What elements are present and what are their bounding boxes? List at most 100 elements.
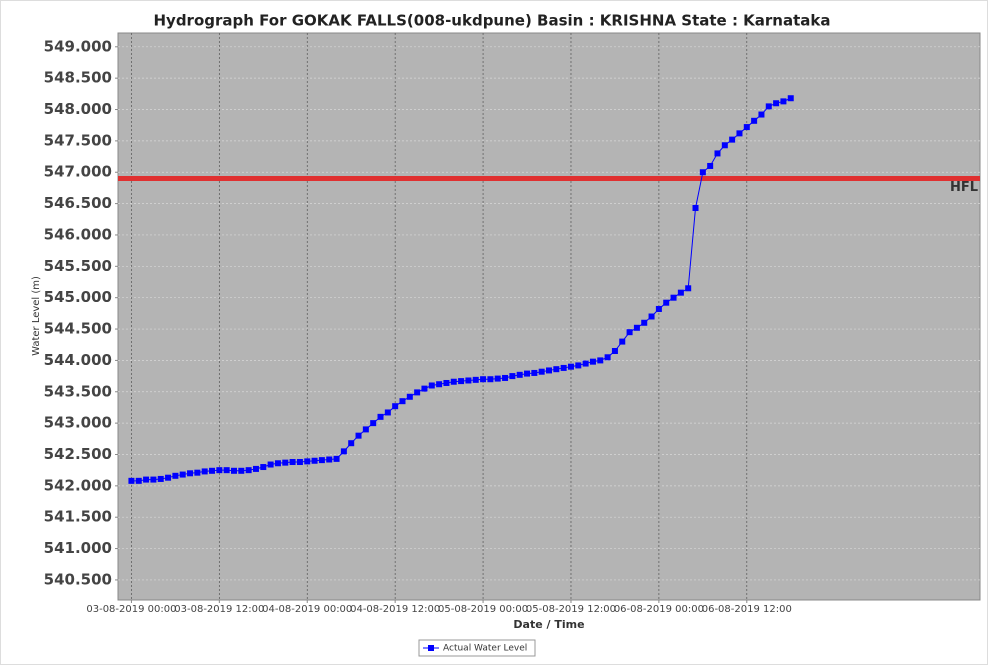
y-axis-label: Water Level (m) xyxy=(31,276,42,356)
point xyxy=(135,477,142,484)
point xyxy=(685,285,692,292)
point xyxy=(758,111,765,118)
point xyxy=(619,338,626,345)
point xyxy=(751,117,758,124)
point xyxy=(443,379,450,386)
point xyxy=(143,476,150,483)
point xyxy=(157,475,164,482)
point xyxy=(787,95,794,102)
point xyxy=(216,467,223,474)
point xyxy=(311,457,318,464)
legend-marker xyxy=(428,645,434,651)
point xyxy=(699,169,706,176)
x-tick-label: 05-08-2019 12:00 xyxy=(526,604,616,615)
x-axis-label: Date / Time xyxy=(513,618,584,631)
point xyxy=(187,470,194,477)
point xyxy=(736,130,743,137)
point xyxy=(655,305,662,312)
point xyxy=(633,324,640,331)
point xyxy=(765,103,772,110)
point xyxy=(611,347,618,354)
point xyxy=(714,150,721,157)
point xyxy=(274,460,281,467)
point xyxy=(641,319,648,326)
point xyxy=(729,136,736,143)
point xyxy=(165,474,172,481)
x-tick-label: 04-08-2019 00:00 xyxy=(262,604,352,615)
point xyxy=(267,461,274,468)
point xyxy=(260,464,267,471)
point xyxy=(589,358,596,365)
y-tick-label: 545.500 xyxy=(44,257,112,275)
point xyxy=(692,204,699,211)
point xyxy=(648,313,655,320)
point xyxy=(392,403,399,410)
point xyxy=(502,374,509,381)
point xyxy=(384,409,391,416)
point xyxy=(480,376,487,383)
point xyxy=(509,373,516,380)
point xyxy=(663,299,670,306)
point xyxy=(245,467,252,474)
y-tick-label: 543.000 xyxy=(44,414,112,432)
point xyxy=(780,98,787,105)
point xyxy=(487,376,494,383)
x-tick-label: 05-08-2019 00:00 xyxy=(438,604,528,615)
point xyxy=(458,378,465,385)
x-tick-label: 04-08-2019 12:00 xyxy=(350,604,440,615)
point xyxy=(370,420,377,427)
point xyxy=(450,378,457,385)
point xyxy=(516,371,523,378)
point xyxy=(575,362,582,369)
reference-label: HFL xyxy=(950,180,978,195)
point xyxy=(296,459,303,466)
point xyxy=(582,360,589,367)
y-tick-label: 541.500 xyxy=(44,508,112,526)
point xyxy=(721,142,728,149)
point xyxy=(670,294,677,301)
point xyxy=(340,448,347,455)
y-tick-label: 548.000 xyxy=(44,100,112,118)
point xyxy=(707,162,714,169)
y-tick-label: 547.000 xyxy=(44,163,112,181)
point xyxy=(421,385,428,392)
point xyxy=(377,413,384,420)
chart-title: Hydrograph For GOKAK FALLS(008-ukdpune) … xyxy=(153,12,830,30)
point xyxy=(150,476,157,483)
point xyxy=(238,467,245,474)
point xyxy=(677,289,684,296)
y-tick-label: 546.000 xyxy=(44,225,112,243)
point xyxy=(128,477,135,484)
point xyxy=(172,472,179,479)
x-tick-label: 06-08-2019 12:00 xyxy=(702,604,792,615)
point xyxy=(604,354,611,361)
point xyxy=(406,393,413,400)
x-tick-label: 03-08-2019 12:00 xyxy=(174,604,264,615)
point xyxy=(626,329,633,336)
point xyxy=(179,471,186,478)
point xyxy=(201,468,208,475)
y-tick-label: 545.000 xyxy=(44,288,112,306)
point xyxy=(194,469,201,476)
y-tick-label: 543.500 xyxy=(44,382,112,400)
point xyxy=(399,398,406,405)
legend-label: Actual Water Level xyxy=(443,644,527,654)
point xyxy=(252,465,259,472)
y-tick-label: 542.500 xyxy=(44,445,112,463)
y-tick-label: 541.000 xyxy=(44,539,112,557)
point xyxy=(531,369,538,376)
point xyxy=(414,389,421,396)
point xyxy=(355,432,362,439)
point xyxy=(436,381,443,388)
point xyxy=(428,382,435,389)
point xyxy=(743,124,750,131)
point xyxy=(282,459,289,466)
point xyxy=(230,467,237,474)
point xyxy=(223,467,230,474)
point xyxy=(567,363,574,370)
y-tick-label: 542.000 xyxy=(44,476,112,494)
point xyxy=(348,440,355,447)
y-tick-label: 544.500 xyxy=(44,320,112,338)
y-tick-label: 544.000 xyxy=(44,351,112,369)
point xyxy=(538,368,545,375)
